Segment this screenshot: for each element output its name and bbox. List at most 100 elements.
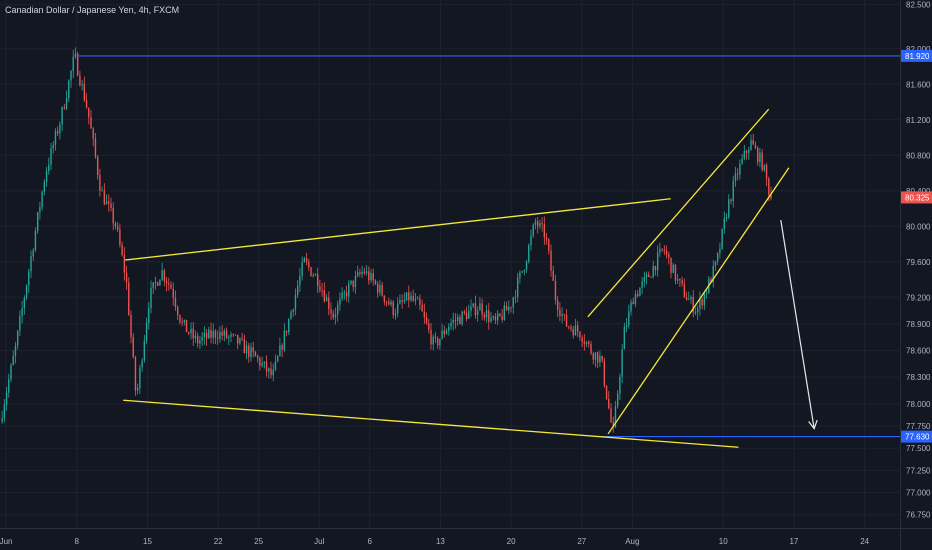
candle[interactable]	[410, 295, 412, 301]
candle[interactable]	[423, 311, 426, 318]
candle[interactable]	[716, 253, 719, 262]
candle[interactable]	[363, 271, 366, 274]
candle[interactable]	[379, 284, 381, 293]
candle[interactable]	[399, 300, 401, 304]
candle[interactable]	[621, 349, 623, 377]
candle[interactable]	[645, 274, 648, 278]
candle[interactable]	[739, 163, 741, 175]
candle[interactable]	[683, 283, 686, 298]
candle[interactable]	[88, 107, 90, 118]
candle[interactable]	[581, 337, 583, 342]
candle[interactable]	[154, 282, 157, 284]
candle[interactable]	[119, 229, 121, 245]
candle[interactable]	[572, 328, 574, 336]
candle[interactable]	[208, 329, 210, 339]
candle[interactable]	[408, 292, 410, 301]
candle[interactable]	[125, 272, 128, 283]
candle[interactable]	[650, 276, 652, 278]
candle[interactable]	[361, 271, 363, 275]
candle[interactable]	[152, 282, 154, 288]
candle[interactable]	[405, 292, 408, 301]
candle[interactable]	[436, 338, 439, 346]
candle[interactable]	[190, 328, 192, 334]
candle[interactable]	[181, 322, 183, 323]
candle[interactable]	[614, 406, 617, 428]
candle[interactable]	[505, 305, 508, 311]
candle[interactable]	[83, 83, 86, 101]
candle[interactable]	[570, 327, 572, 329]
candle[interactable]	[261, 362, 263, 366]
candle[interactable]	[734, 173, 737, 182]
candle[interactable]	[219, 332, 221, 339]
candle[interactable]	[632, 302, 634, 305]
candle[interactable]	[765, 165, 768, 179]
candle[interactable]	[576, 325, 579, 332]
candle[interactable]	[499, 313, 501, 316]
candle[interactable]	[745, 150, 748, 153]
candle[interactable]	[161, 270, 163, 280]
candle[interactable]	[308, 261, 310, 268]
candle[interactable]	[352, 280, 354, 288]
candle[interactable]	[430, 329, 432, 345]
candle[interactable]	[556, 300, 559, 310]
candle[interactable]	[328, 297, 330, 310]
lower-channel-line[interactable]	[123, 399, 739, 448]
candle[interactable]	[710, 278, 712, 283]
candle[interactable]	[616, 393, 619, 407]
candle[interactable]	[483, 314, 486, 318]
candle[interactable]	[443, 330, 446, 335]
candle[interactable]	[288, 319, 290, 333]
candle[interactable]	[508, 306, 510, 311]
candle[interactable]	[123, 255, 126, 273]
candle[interactable]	[561, 314, 563, 316]
candle[interactable]	[230, 334, 232, 337]
candle[interactable]	[43, 182, 46, 192]
candle[interactable]	[130, 314, 132, 338]
candle[interactable]	[92, 128, 94, 139]
candle[interactable]	[334, 314, 337, 318]
candle[interactable]	[19, 316, 21, 331]
candle[interactable]	[468, 310, 470, 319]
candle[interactable]	[112, 208, 114, 224]
candle[interactable]	[596, 352, 599, 363]
candle[interactable]	[265, 361, 268, 372]
candle[interactable]	[503, 305, 506, 320]
candle[interactable]	[114, 223, 117, 227]
candle[interactable]	[450, 322, 452, 327]
candle[interactable]	[605, 385, 608, 399]
candle[interactable]	[623, 326, 626, 350]
candle[interactable]	[459, 316, 461, 325]
candle[interactable]	[70, 71, 72, 81]
candle[interactable]	[588, 342, 590, 345]
candle[interactable]	[659, 248, 661, 253]
candle[interactable]	[488, 310, 490, 322]
candle[interactable]	[476, 310, 479, 316]
candle[interactable]	[610, 408, 612, 423]
candle[interactable]	[319, 286, 321, 291]
candle[interactable]	[676, 278, 679, 281]
candle[interactable]	[412, 295, 414, 301]
candle[interactable]	[754, 144, 757, 148]
candle[interactable]	[728, 199, 730, 218]
candle[interactable]	[688, 299, 690, 300]
candle[interactable]	[336, 304, 339, 315]
candle[interactable]	[454, 319, 457, 321]
candle[interactable]	[163, 270, 166, 281]
candle[interactable]	[48, 164, 50, 172]
candle[interactable]	[441, 330, 443, 339]
candle[interactable]	[712, 265, 714, 283]
candle[interactable]	[574, 325, 577, 336]
candle[interactable]	[434, 336, 437, 339]
candle[interactable]	[68, 80, 70, 99]
candle[interactable]	[603, 360, 606, 386]
candle[interactable]	[396, 303, 399, 314]
candle[interactable]	[445, 330, 448, 335]
candle[interactable]	[496, 313, 499, 321]
candle[interactable]	[365, 271, 368, 274]
candle[interactable]	[23, 297, 26, 309]
candle[interactable]	[670, 257, 672, 274]
candle[interactable]	[312, 275, 314, 277]
candle[interactable]	[323, 290, 326, 302]
candle[interactable]	[554, 280, 557, 301]
candle[interactable]	[170, 284, 172, 289]
